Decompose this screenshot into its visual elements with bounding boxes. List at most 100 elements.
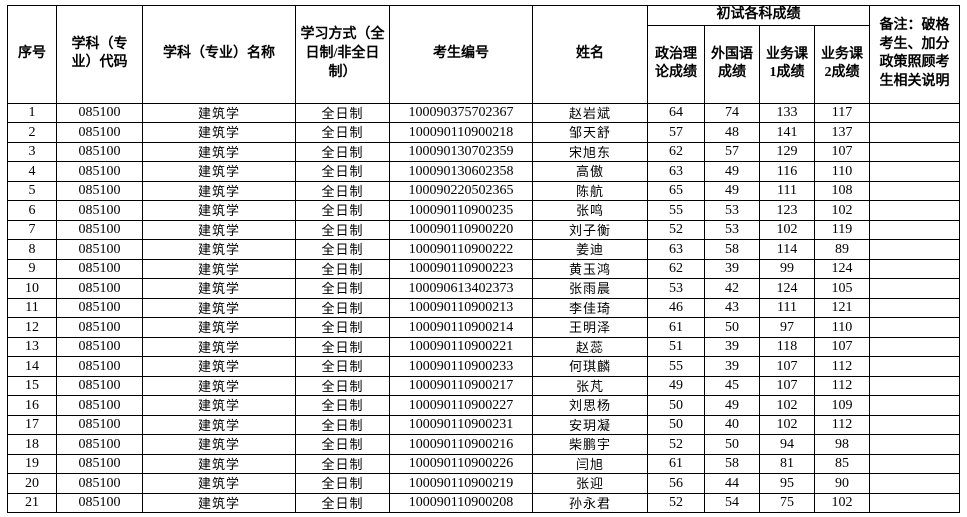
cell-politics-score: 49 [647, 375, 705, 397]
cell-remark [869, 356, 960, 377]
cell-major-code: 085100 [56, 395, 143, 416]
table-row: 15 085100 建筑学 全日制 100090110900217 张芃 49 45 107 11… [7, 375, 960, 397]
cell-politics-score: 52 [647, 492, 705, 514]
cell-foreign-language-score: 49 [704, 180, 760, 202]
cell-serial-number: 16 [7, 395, 57, 416]
cell-major-code: 085100 [56, 414, 143, 436]
cell-major-course2-score: 109 [814, 395, 870, 416]
cell-serial-number: 7 [7, 219, 57, 241]
cell-remark [869, 414, 960, 436]
cell-politics-score: 62 [647, 258, 705, 280]
cell-major-course1-score: 114 [759, 239, 815, 260]
cell-major-code: 085100 [56, 492, 143, 514]
cell-major-name: 建筑学 [142, 102, 296, 124]
cell-candidate-id: 100090110900217 [389, 375, 533, 397]
cell-foreign-language-score: 49 [704, 395, 760, 416]
cell-major-code: 085100 [56, 141, 143, 163]
cell-candidate-id: 100090110900235 [389, 200, 533, 221]
cell-major-name: 建筑学 [142, 395, 296, 416]
cell-major-course2-score: 112 [814, 375, 870, 397]
cell-major-name: 建筑学 [142, 414, 296, 436]
cell-candidate-id: 100090130602358 [389, 161, 533, 182]
cell-candidate-id: 100090110900220 [389, 219, 533, 241]
cell-candidate-name: 安玥凝 [532, 414, 648, 436]
cell-foreign-language-score: 50 [704, 317, 760, 338]
cell-major-course1-score: 94 [759, 434, 815, 455]
cell-foreign-language-score: 58 [704, 453, 760, 475]
cell-candidate-id: 100090110900226 [389, 453, 533, 475]
cell-major-name: 建筑学 [142, 239, 296, 260]
cell-politics-score: 51 [647, 336, 705, 358]
cell-serial-number: 4 [7, 161, 57, 182]
cell-major-course1-score: 75 [759, 492, 815, 514]
cell-major-course2-score: 108 [814, 180, 870, 202]
cell-remark [869, 141, 960, 163]
header-politics-score: 政治理 论成绩 [647, 24, 705, 104]
exam-score-table-container: 序号 学科（专 业）代码 学科（专业）名称 学习方式（全 日制/非全日 制） 考… [7, 5, 960, 514]
cell-major-course1-score: 99 [759, 258, 815, 280]
cell-major-code: 085100 [56, 434, 143, 455]
cell-candidate-name: 陈航 [532, 180, 648, 202]
cell-study-mode: 全日制 [295, 375, 390, 397]
cell-major-name: 建筑学 [142, 434, 296, 455]
cell-serial-number: 9 [7, 258, 57, 280]
cell-major-course2-score: 85 [814, 453, 870, 475]
cell-remark [869, 219, 960, 241]
cell-major-name: 建筑学 [142, 453, 296, 475]
cell-politics-score: 64 [647, 102, 705, 124]
cell-candidate-name: 李佳琦 [532, 297, 648, 319]
cell-candidate-id: 100090110900231 [389, 414, 533, 436]
cell-major-course1-score: 107 [759, 356, 815, 377]
header-candidate-name: 姓名 [532, 5, 648, 104]
cell-study-mode: 全日制 [295, 278, 390, 299]
header-major-code: 学科（专 业）代码 [56, 5, 143, 104]
cell-major-course2-score: 107 [814, 141, 870, 163]
header-major-name: 学科（专业）名称 [142, 5, 296, 104]
cell-serial-number: 20 [7, 473, 57, 494]
cell-study-mode: 全日制 [295, 414, 390, 436]
cell-foreign-language-score: 39 [704, 258, 760, 280]
cell-major-name: 建筑学 [142, 219, 296, 241]
cell-major-course1-score: 102 [759, 219, 815, 241]
cell-major-course2-score: 112 [814, 414, 870, 436]
cell-foreign-language-score: 42 [704, 278, 760, 299]
cell-study-mode: 全日制 [295, 297, 390, 319]
cell-candidate-name: 张迎 [532, 473, 648, 494]
cell-foreign-language-score: 49 [704, 161, 760, 182]
cell-major-course1-score: 97 [759, 317, 815, 338]
cell-candidate-name: 姜迪 [532, 239, 648, 260]
cell-major-code: 085100 [56, 375, 143, 397]
cell-major-name: 建筑学 [142, 278, 296, 299]
table-row: 16 085100 建筑学 全日制 100090110900227 刘思杨 50 49 102 1… [7, 395, 960, 416]
cell-major-name: 建筑学 [142, 336, 296, 358]
cell-major-course1-score: 118 [759, 336, 815, 358]
table-row: 7 085100 建筑学 全日制 100090110900220 刘子衡 52 53 102 11… [7, 219, 960, 241]
cell-major-course2-score: 90 [814, 473, 870, 494]
cell-foreign-language-score: 48 [704, 122, 760, 143]
cell-politics-score: 46 [647, 297, 705, 319]
cell-major-code: 085100 [56, 122, 143, 143]
cell-major-course1-score: 81 [759, 453, 815, 475]
header-study-mode: 学习方式（全 日制/非全日 制） [295, 5, 390, 104]
cell-politics-score: 53 [647, 278, 705, 299]
cell-politics-score: 63 [647, 161, 705, 182]
cell-politics-score: 56 [647, 473, 705, 494]
cell-serial-number: 3 [7, 141, 57, 163]
cell-major-code: 085100 [56, 297, 143, 319]
cell-candidate-id: 100090110900218 [389, 122, 533, 143]
table-row: 11 085100 建筑学 全日制 100090110900213 李佳琦 46 43 111 1… [7, 297, 960, 319]
cell-major-code: 085100 [56, 453, 143, 475]
cell-serial-number: 1 [7, 102, 57, 124]
cell-study-mode: 全日制 [295, 336, 390, 358]
cell-study-mode: 全日制 [295, 239, 390, 260]
cell-candidate-id: 100090110900214 [389, 317, 533, 338]
cell-major-name: 建筑学 [142, 297, 296, 319]
header-major-course1-score: 业务课 1成绩 [759, 24, 815, 104]
header-remarks: 备注：破格 考生、加分 政策照顾考 生相关说明 [869, 5, 960, 104]
cell-remark [869, 200, 960, 221]
header-scores-group: 初试各科成绩 [647, 5, 870, 26]
cell-foreign-language-score: 53 [704, 219, 760, 241]
header-major-course2-score: 业务课 2成绩 [814, 24, 870, 104]
cell-candidate-name: 赵岩斌 [532, 102, 648, 124]
header-serial-number: 序号 [7, 5, 57, 104]
